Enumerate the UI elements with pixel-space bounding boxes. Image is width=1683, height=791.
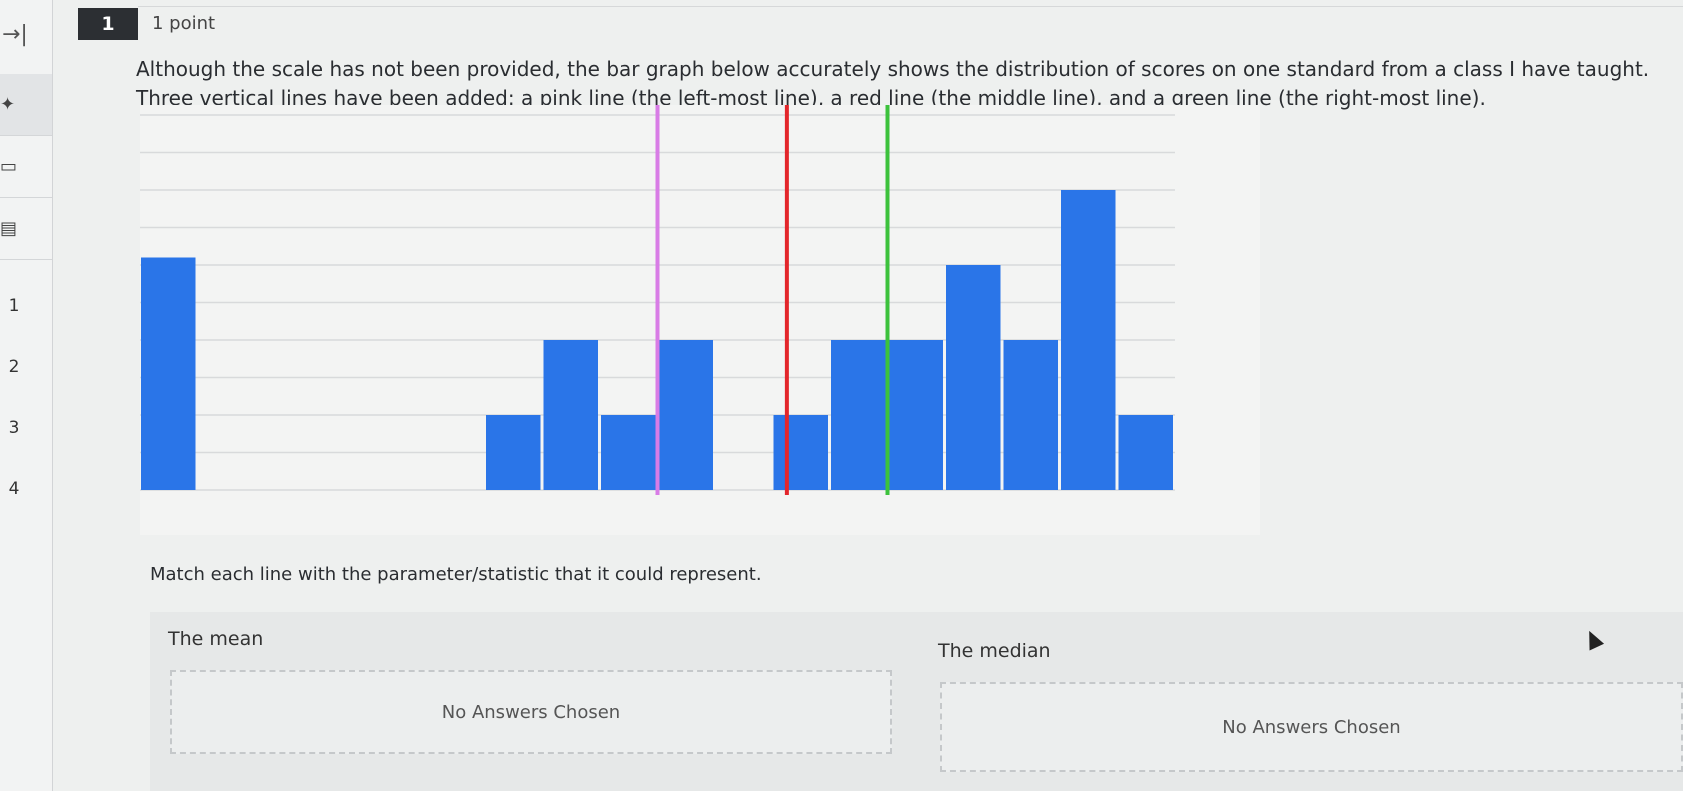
chart-bar-2 [543,340,598,490]
median-dropzone[interactable]: No Answers Chosen [940,682,1683,772]
list-icon: ▤ [0,218,18,239]
chart-bar-11 [1118,415,1173,490]
chart-bar-3 [601,415,656,490]
question-number-badge: 1 [78,8,138,40]
chart-bar-0 [141,257,196,490]
chart-bar-7 [888,340,943,490]
header-divider [138,6,1683,7]
match-instruction: Match each line with the parameter/stati… [150,564,762,585]
pin-icon: ✦ [0,94,16,115]
chart-bar-4 [658,340,713,490]
chart-bar-9 [1003,340,1058,490]
mean-dropzone[interactable]: No Answers Chosen [170,670,892,754]
sidebar-pin-row[interactable]: ✦ [0,74,52,136]
chart-bar-8 [946,265,1001,490]
sidebar-item-2[interactable]: 2 [8,357,20,377]
sidebar-item-3[interactable]: 3 [8,418,20,438]
chart-bar-10 [1061,190,1116,490]
median-label: The median [938,640,1051,662]
sidebar-bookmark-row[interactable]: ▭ [0,136,52,198]
expand-sidebar-icon[interactable]: →| [2,22,28,47]
question-prompt: Although the scale has not been provided… [136,57,1650,110]
sidebar-item-1[interactable]: 1 [8,296,20,316]
median-dropzone-text: No Answers Chosen [1222,716,1401,738]
score-distribution-chart [140,105,1260,535]
matching-area: The mean No Answers Chosen The median No… [150,612,1683,791]
question-points: 1 point [152,13,216,34]
question-sidebar: →| ✦ ▭ ▤ 1 2 3 4 [0,0,53,791]
sidebar-item-4[interactable]: 4 [8,479,20,499]
bookmark-icon: ▭ [0,156,18,177]
mean-dropzone-text: No Answers Chosen [441,701,621,723]
sidebar-list-row[interactable]: ▤ [0,198,52,260]
chart-bar-1 [486,415,541,490]
chart-bar-6 [831,340,886,490]
mean-label: The mean [168,628,264,650]
chart-bar-5 [773,415,828,490]
